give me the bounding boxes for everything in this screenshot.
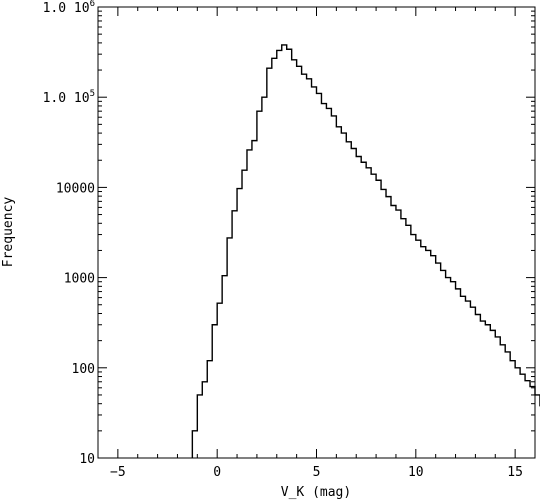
histogram-bin: [356, 157, 361, 458]
histogram-bin: [376, 180, 381, 458]
histogram-bin: [396, 210, 401, 458]
histogram-bin: [262, 97, 267, 458]
x-tick-label: 15: [507, 465, 523, 480]
y-axis-label: Frequency: [1, 197, 16, 268]
histogram-bin: [326, 108, 331, 458]
histogram-bin: [282, 45, 287, 458]
histogram-bin: [207, 361, 212, 458]
y-axis-ticks: 10 100 1000 10000 1.0 105 1.0 106: [43, 0, 535, 467]
histogram-bin: [232, 211, 237, 458]
histogram-bin: [495, 337, 500, 458]
histogram-bin: [212, 325, 217, 458]
histogram-bin: [366, 168, 371, 458]
histogram-bin: [411, 235, 416, 458]
histogram-bin: [287, 49, 292, 458]
histogram-bin: [515, 368, 520, 458]
histogram-outline: [191, 44, 540, 458]
histogram-bin: [465, 301, 470, 458]
histogram-bin: [222, 276, 227, 458]
y-tick-label: 10: [79, 452, 95, 467]
histogram-bin: [416, 240, 421, 458]
histogram-bin: [431, 256, 436, 458]
histogram-bin: [237, 189, 242, 458]
histogram-bin: [371, 174, 376, 458]
histogram-bin: [406, 225, 411, 458]
histogram-bin: [297, 66, 302, 458]
histogram-bin: [351, 148, 356, 458]
histogram-bin: [257, 111, 262, 458]
histogram-bin: [307, 79, 312, 458]
histogram-bin: [361, 162, 366, 458]
histogram-bin: [331, 116, 336, 458]
histogram-bin: [386, 197, 391, 458]
histogram-bin: [436, 263, 441, 458]
histogram-bin: [381, 189, 386, 458]
histogram-bin: [475, 314, 480, 458]
histogram-bin: [277, 50, 282, 458]
histogram-bin: [391, 205, 396, 458]
histogram-bin: [197, 395, 202, 458]
histogram-bin: [505, 352, 510, 458]
y-tick-label: 1.0 106: [43, 0, 95, 16]
x-axis-label: V_K (mag): [281, 485, 351, 500]
histogram-bars: [192, 45, 540, 458]
y-tick-label: 10000: [56, 181, 95, 196]
x-tick-label: 10: [408, 465, 424, 480]
histogram-bin: [535, 395, 540, 458]
histogram-bin: [470, 307, 475, 458]
histogram-bin: [510, 361, 515, 458]
histogram-bin: [525, 381, 530, 458]
histogram-bin: [336, 127, 341, 458]
histogram-bin: [227, 238, 232, 458]
histogram-bin: [461, 296, 466, 458]
histogram-bin: [480, 321, 485, 458]
histogram-bin: [446, 278, 451, 458]
x-tick-label: 0: [213, 465, 221, 480]
histogram-bin: [421, 247, 426, 458]
histogram-bin: [312, 87, 317, 458]
histogram-bin: [500, 345, 505, 458]
histogram-bin: [485, 325, 490, 458]
plot-frame: [97, 6, 536, 459]
histogram-bin: [456, 289, 461, 458]
histogram-bin: [490, 330, 495, 458]
histogram-bin: [217, 303, 222, 458]
x-tick-label: −5: [110, 465, 126, 480]
histogram-bin: [242, 170, 247, 458]
histogram-bin: [267, 68, 272, 458]
histogram-bin: [272, 58, 277, 458]
histogram-bin: [202, 382, 207, 458]
histogram-bin: [317, 93, 322, 458]
histogram-bin: [530, 387, 535, 458]
histogram-bin: [341, 133, 346, 458]
histogram-bin: [451, 282, 456, 458]
y-tick-label: 100: [72, 362, 95, 377]
histogram-bin: [520, 374, 525, 458]
histogram-bin: [292, 60, 297, 458]
x-axis-ticks: −5 0 5 10 15: [97, 7, 536, 480]
histogram-bin: [321, 104, 326, 458]
y-tick-label: 1000: [64, 272, 95, 287]
histogram-bin: [426, 250, 431, 458]
histogram-bin: [192, 431, 197, 458]
x-tick-label: 5: [313, 465, 321, 480]
histogram-bin: [302, 74, 307, 458]
y-tick-label: 1.0 105: [43, 89, 95, 106]
histogram-bin: [401, 219, 406, 458]
histogram-bin: [441, 270, 446, 458]
histogram-bin: [346, 142, 351, 458]
histogram-bin: [252, 141, 257, 458]
histogram-bin: [247, 150, 252, 458]
